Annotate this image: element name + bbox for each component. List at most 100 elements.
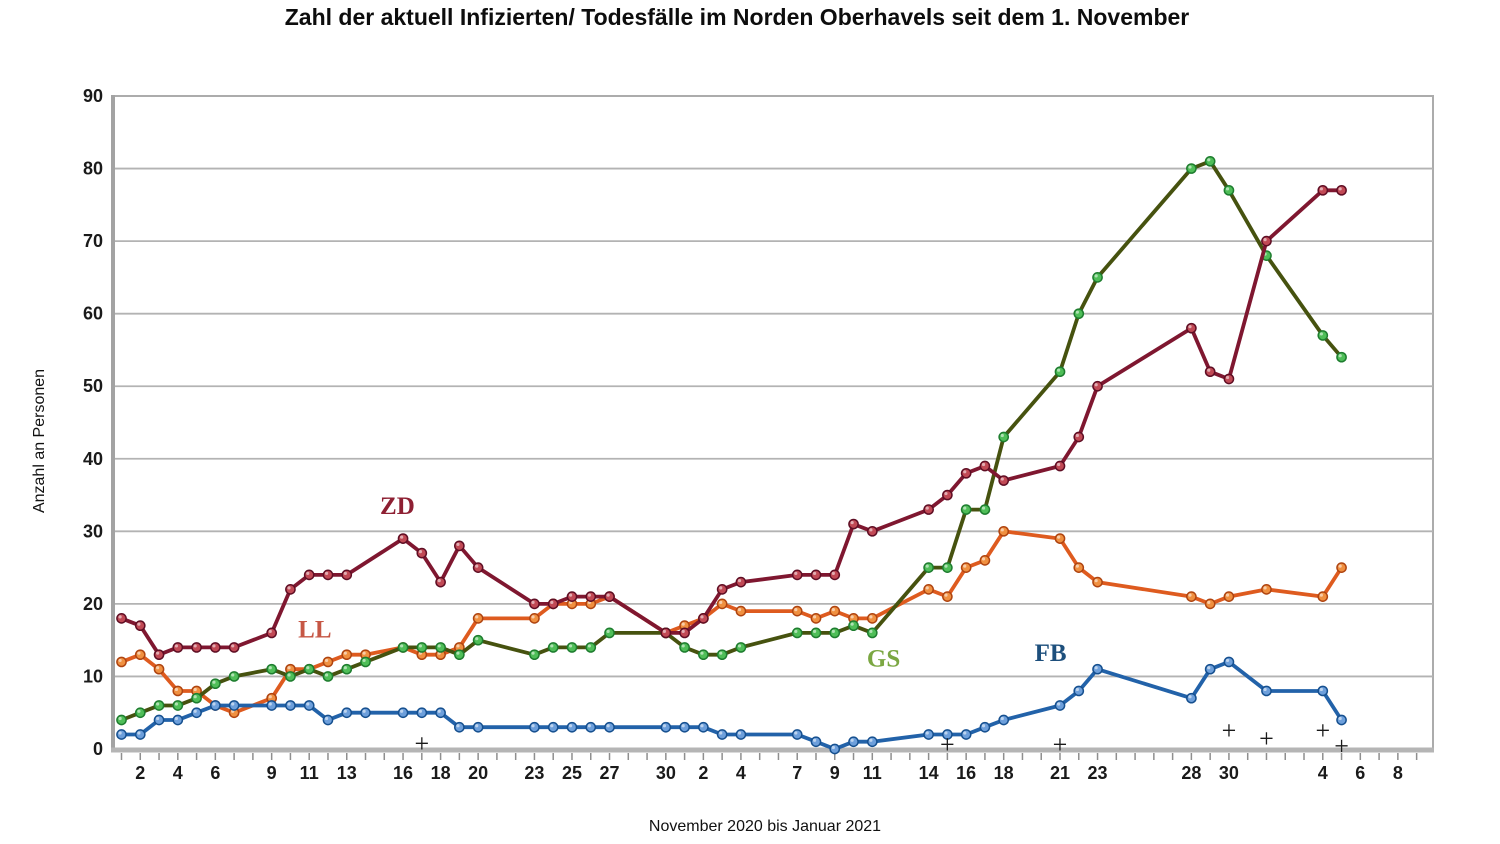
data-point-highlight [681, 644, 685, 648]
data-point-FB [547, 721, 559, 733]
data-point-ZD [1092, 380, 1103, 392]
data-point-highlight [1338, 354, 1342, 358]
data-point-FB [435, 707, 446, 719]
data-point-highlight [475, 615, 479, 619]
data-point-highlight [812, 571, 817, 575]
data-point-LL [1204, 598, 1216, 610]
x-tick-label: 11 [300, 763, 319, 783]
x-tick-label: 8 [1393, 763, 1403, 783]
data-point-highlight [963, 731, 967, 735]
data-point-LL [829, 605, 841, 617]
data-point-GS [679, 642, 690, 653]
data-point-ZD [134, 620, 146, 632]
data-point-highlight [531, 615, 535, 619]
data-point-FB [1223, 656, 1235, 668]
data-point-highlight [231, 702, 235, 706]
data-point-highlight [343, 651, 347, 655]
data-point-ZD [341, 569, 353, 581]
data-point-ZD [923, 504, 934, 515]
data-point-GS [1073, 308, 1085, 320]
data-point-GS [791, 627, 803, 639]
data-point-LL [716, 598, 728, 610]
data-point-highlight [1188, 695, 1192, 699]
data-point-highlight [306, 702, 310, 706]
data-point-ZD [585, 591, 597, 602]
death-cross-mark: + [940, 730, 955, 759]
y-tick-label: 50 [83, 376, 103, 396]
death-cross-mark: + [1334, 731, 1349, 760]
data-point-GS [191, 692, 202, 704]
data-point-highlight [362, 709, 366, 713]
data-point-ZD [1336, 184, 1347, 196]
data-point-GS [1092, 272, 1103, 283]
data-point-highlight [1338, 716, 1342, 721]
data-point-highlight [662, 629, 667, 634]
data-point-ZD [228, 642, 240, 653]
data-point-ZD [416, 547, 428, 559]
data-point-GS [1204, 155, 1216, 167]
data-point-GS [979, 504, 991, 515]
data-point-GS [116, 714, 127, 726]
data-point-highlight [568, 644, 573, 648]
chart-title: Zahl der aktuell Infizierten/ Todesfälle… [285, 4, 1190, 30]
data-point-GS [341, 663, 353, 675]
data-point-highlight [174, 702, 179, 706]
data-point-highlight [550, 644, 554, 648]
death-cross-mark: + [1222, 716, 1237, 745]
data-point-highlight [963, 470, 967, 474]
data-point-FB [472, 721, 484, 733]
data-point-highlight [1094, 579, 1098, 583]
x-tick-label: 4 [1318, 763, 1328, 783]
data-point-highlight [981, 462, 986, 467]
data-point-highlight [681, 629, 685, 634]
data-point-ZD [153, 649, 165, 661]
data-point-highlight [1263, 586, 1267, 590]
data-point-FB [116, 729, 127, 740]
data-point-FB [153, 714, 165, 726]
data-point-GS [1223, 184, 1235, 196]
y-tick-label: 60 [83, 304, 103, 324]
data-point-highlight [850, 520, 854, 525]
data-point-highlight [1057, 702, 1061, 706]
x-tick-label: 14 [919, 763, 939, 783]
data-point-ZD [472, 562, 484, 573]
data-point-ZD [716, 584, 728, 595]
data-point-GS [585, 642, 597, 653]
data-point-highlight [1338, 187, 1342, 191]
data-point-highlight [1207, 600, 1211, 604]
data-point-highlight [925, 731, 929, 735]
data-point-highlight [963, 564, 967, 568]
data-point-highlight [400, 644, 404, 648]
data-point-highlight [324, 658, 329, 663]
data-point-highlight [193, 644, 197, 648]
data-point-highlight [343, 571, 347, 575]
data-point-ZD [979, 460, 991, 472]
data-point-highlight [212, 702, 216, 706]
data-point-highlight [981, 506, 986, 510]
data-point-highlight [212, 680, 216, 684]
data-point-highlight [550, 724, 554, 728]
data-point-highlight [812, 629, 817, 634]
x-axis-title: November 2020 bis Januar 2021 [649, 818, 881, 835]
data-point-LL [172, 685, 184, 697]
series-line-ZD [119, 188, 1344, 657]
data-point-highlight [137, 731, 141, 735]
data-point-highlight [719, 586, 723, 590]
data-point-ZD [866, 525, 878, 537]
data-point-LL [979, 555, 991, 566]
data-point-ZD [172, 642, 184, 653]
data-point-highlight [1188, 165, 1192, 169]
data-point-LL [1223, 591, 1235, 602]
data-point-GS [228, 671, 240, 682]
data-point-FB [698, 721, 709, 733]
x-tick-label: 13 [337, 763, 357, 783]
data-point-highlight [1225, 593, 1230, 597]
data-point-highlight [1075, 433, 1079, 438]
data-point-highlight [963, 506, 967, 510]
data-point-LL [134, 649, 146, 661]
data-point-highlight [1207, 158, 1211, 162]
data-point-ZD [1223, 373, 1235, 385]
y-axis-title: Anzahl an Personen [31, 369, 48, 513]
data-point-ZD [435, 576, 446, 588]
